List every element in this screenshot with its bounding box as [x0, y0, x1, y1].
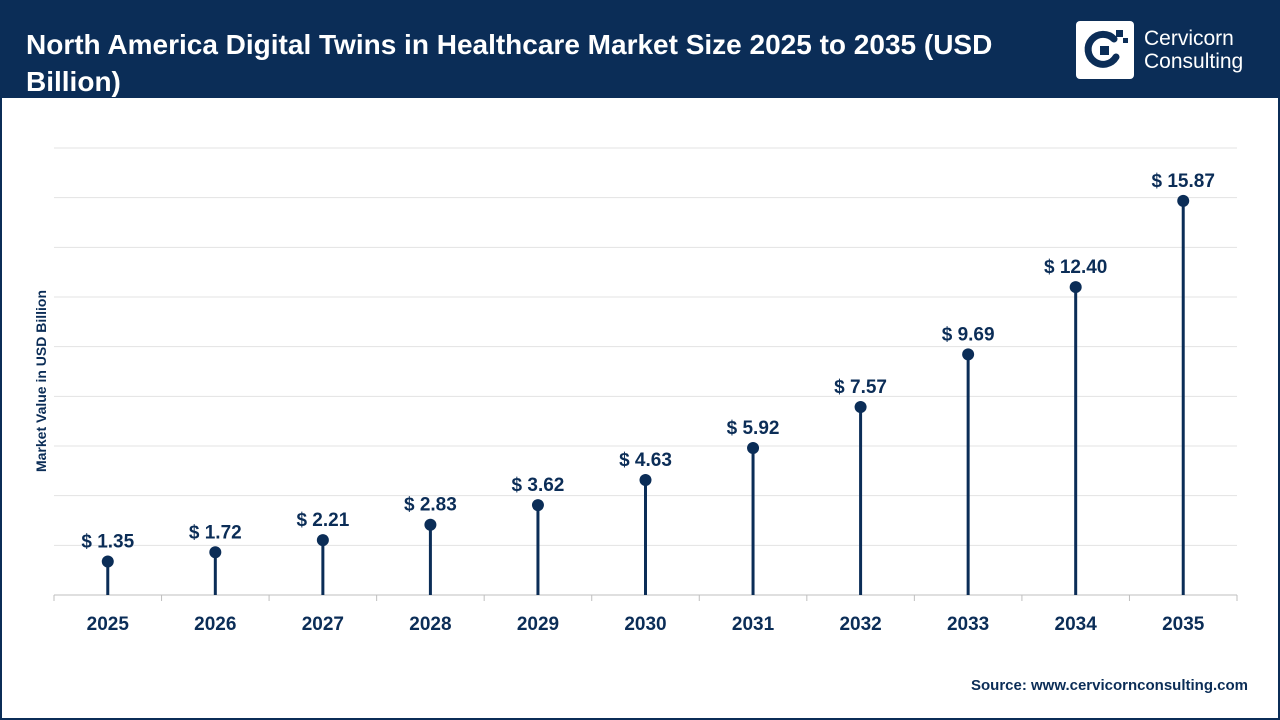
data-label: $ 15.87: [1152, 171, 1215, 192]
lollipop-point: [101, 555, 114, 568]
lollipop-point: [424, 518, 437, 531]
lollipop-chart: 2025 2026 2027 2028 2029 2030 2031 2032 2033 2034…: [33, 147, 1238, 635]
x-tick-label: 2032: [839, 614, 881, 635]
lollipop-point: [209, 546, 222, 559]
lollipop-point: [1177, 194, 1190, 207]
x-tick-label: 2027: [302, 614, 344, 635]
data-label: $ 2.21: [296, 510, 349, 531]
lollipop-point: [639, 474, 652, 487]
data-label: $ 4.63: [619, 450, 672, 471]
x-tick-label: 2026: [194, 614, 236, 635]
data-label: $ 7.57: [834, 377, 887, 398]
x-tick-label: 2030: [624, 614, 666, 635]
chart-title: North America Digital Twins in Healthcar…: [26, 29, 993, 97]
data-label: $ 1.35: [81, 531, 134, 552]
lollipop-point: [962, 348, 975, 361]
lollipop-point: [531, 499, 544, 512]
header-banner: North America Digital Twins in Healthcar…: [0, 0, 1280, 98]
data-marks: $ 1.35 $ 1.72 $ 2.21 $ 2.83 $ 3.62 $ 4.63 $ 5.…: [81, 171, 1215, 595]
logo-mark-icon: [1076, 21, 1134, 79]
lollipop-point: [316, 534, 329, 547]
company-logo: Cervicorn Consulting: [1076, 21, 1266, 79]
lollipop-point: [854, 401, 867, 414]
x-axis: 2025 2026 2027 2028 2029 2030 2031 2032 2033 2034…: [53, 594, 1238, 635]
x-tick-label: 2028: [409, 614, 451, 635]
logo-wordmark: Cervicorn Consulting: [1144, 27, 1243, 73]
source-note: Source: www.cervicornconsulting.com: [970, 677, 1248, 694]
data-label: $ 5.92: [727, 418, 780, 439]
x-tick-label: 2035: [1162, 614, 1205, 635]
data-label: $ 3.62: [512, 475, 565, 496]
x-tick-label: 2033: [947, 614, 989, 635]
data-label: $ 1.72: [189, 522, 242, 543]
data-label: $ 9.69: [942, 324, 995, 345]
x-tick-label: 2031: [732, 614, 775, 635]
logo-line-1: Cervicorn: [1144, 27, 1234, 50]
x-tick-label: 2034: [1055, 614, 1098, 635]
x-tick-label: 2025: [87, 614, 130, 635]
data-label: $ 12.40: [1044, 257, 1107, 278]
logo-line-2: Consulting: [1144, 50, 1244, 73]
data-label: $ 2.83: [404, 495, 457, 516]
y-axis-label: Market Value in USD Billion: [33, 290, 49, 472]
lollipop-point: [747, 441, 760, 454]
lollipop-point: [1069, 281, 1082, 294]
x-tick-label: 2029: [517, 614, 559, 635]
gridlines: [54, 147, 1237, 546]
